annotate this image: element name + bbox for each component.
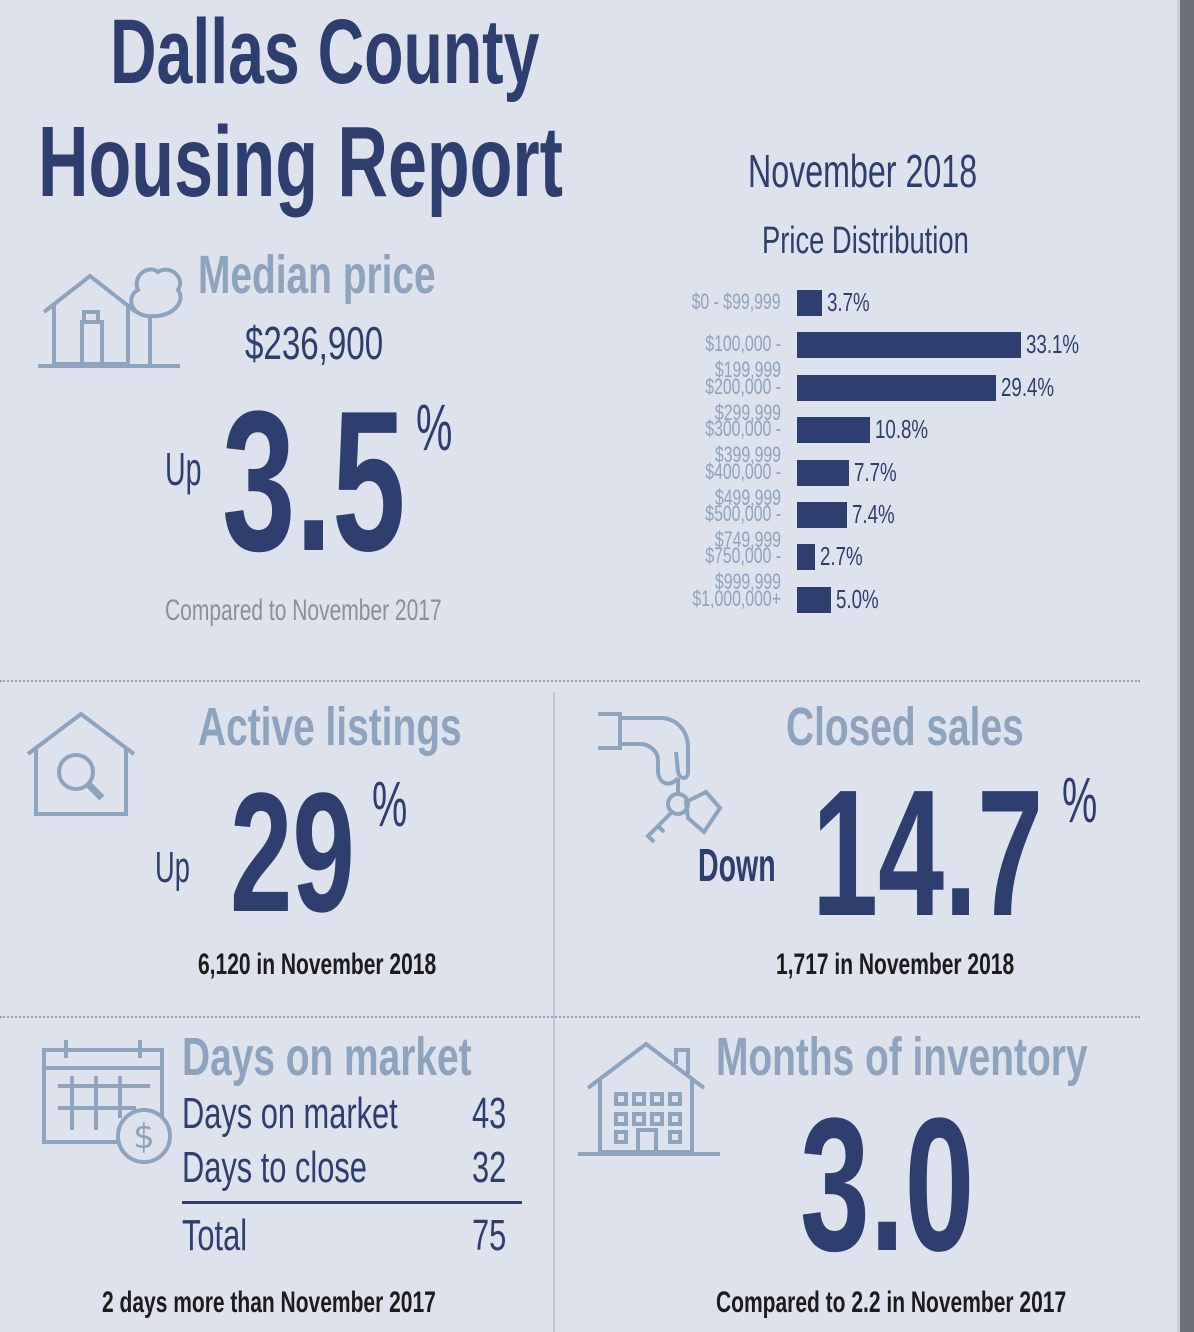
bar-value-label: 33.1% (1026, 329, 1080, 360)
median-comparison: Compared to November 2017 (165, 594, 442, 627)
inventory-comparison: Compared to 2.2 in November 2017 (716, 1286, 1067, 1319)
bar-value-label: 10.8% (875, 414, 929, 445)
days-row-value-2: 32 (472, 1143, 507, 1192)
calendar-dollar-icon: $ (40, 1036, 176, 1168)
bar-value-label: 5.0% (835, 583, 879, 614)
days-total-value: 75 (472, 1211, 507, 1260)
bar (797, 502, 848, 528)
bar (797, 544, 816, 571)
bar-category-label: $0 - $99,999 (692, 289, 781, 314)
bar-value-label: 3.7% (827, 287, 870, 317)
days-total-label: Total (182, 1211, 248, 1260)
closed-detail: 1,717 in November 2018 (776, 948, 1015, 981)
closed-heading: Closed sales (786, 697, 1024, 757)
bar (797, 290, 823, 316)
chart-title: Price Distribution (762, 220, 969, 262)
house-with-tree-icon (34, 256, 184, 372)
bar (797, 332, 1021, 359)
house-magnifier-icon (22, 708, 140, 820)
bar-value-label: 2.7% (820, 541, 863, 572)
median-heading: Median price (198, 245, 436, 305)
apartment-building-icon (576, 1036, 722, 1160)
divider-horizontal-1 (0, 680, 1140, 682)
bar-category-label: $500,000 - $749,999 (705, 501, 781, 552)
days-heading: Days on market (182, 1027, 472, 1087)
days-row-label-2: Days to close (182, 1143, 367, 1192)
median-unit: % (416, 390, 453, 464)
days-note: 2 days more than November 2017 (102, 1286, 436, 1319)
closed-direction: Down (698, 839, 776, 891)
bar-category-label: $400,000 - $499,999 (705, 458, 781, 510)
inventory-value: 3.0 (800, 1079, 975, 1291)
bar (797, 586, 831, 613)
bar (797, 374, 996, 401)
bar-value-label: 7.7% (854, 456, 897, 487)
divider-vertical (553, 692, 555, 1332)
active-heading: Active listings (198, 697, 462, 757)
closed-unit: % (1062, 764, 1098, 836)
days-total-rule (182, 1201, 522, 1204)
divider-horizontal-2 (0, 1016, 1140, 1018)
bar-value-label: 29.4% (1000, 371, 1055, 402)
title-line-2: Housing Report (38, 106, 563, 218)
bar-category-label: $300,000 - $399,999 (705, 416, 781, 468)
bar (797, 417, 871, 444)
active-direction: Up (155, 843, 190, 892)
days-row-value-1: 43 (472, 1089, 507, 1138)
median-change: 3.5 (222, 370, 406, 593)
title-line-1: Dallas County (110, 1, 540, 103)
bar-category-label: $750,000 - $999,999 (705, 543, 781, 595)
svg-text:$: $ (133, 1117, 155, 1157)
bar-category-label: $100,000 - $199,999 (705, 331, 781, 383)
bar-category-label: $200,000 - $299,999 (705, 373, 781, 425)
closed-change: 14.7 (812, 753, 1044, 954)
bar-value-label: 7.4% (852, 499, 895, 529)
period-label: November 2018 (748, 145, 978, 197)
active-unit: % (372, 768, 408, 840)
inventory-heading: Months of inventory (716, 1027, 1088, 1087)
days-row-label-1: Days on market (182, 1089, 398, 1138)
hand-with-keys-icon (596, 708, 726, 848)
bar-category-label: $1,000,000+ (692, 585, 781, 611)
active-change: 29 (230, 758, 355, 948)
median-price: $236,900 (245, 317, 384, 369)
active-detail: 6,120 in November 2018 (198, 948, 437, 981)
bar (797, 459, 850, 486)
median-direction: Up (165, 443, 202, 495)
